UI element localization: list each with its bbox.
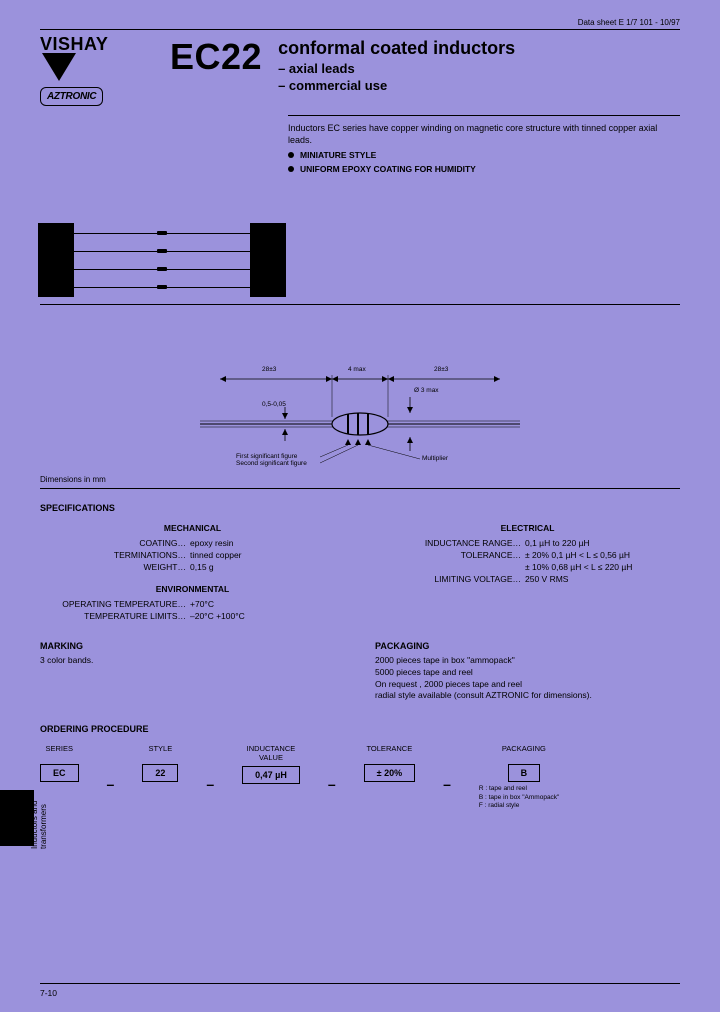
order-series: SERIES EC <box>40 744 79 782</box>
note2: Second significant figure <box>236 460 307 467</box>
title-column: EC22 conformal coated inductors – axial … <box>170 34 680 174</box>
spec-right-col: ELECTRICAL INDUCTANCE RANGE…0,1 µH to 22… <box>375 523 680 622</box>
environmental-heading: ENVIRONMENTAL <box>40 584 345 594</box>
tape-left-block <box>38 223 74 297</box>
side-tab-marker <box>0 790 34 846</box>
packaging-col: PACKAGING 2000 pieces tape in box "ammop… <box>375 641 680 703</box>
aztronic-badge: AZTRONIC <box>40 87 103 106</box>
feature-row: MINIATURE STYLE <box>288 150 680 160</box>
side-tab-label: Inductors and transformers <box>30 801 48 849</box>
specifications-grid: MECHANICAL COATING…epoxy resin TERMINATI… <box>40 523 680 622</box>
rule <box>40 488 680 489</box>
order-inductance: INDUCTANCE VALUE 0,47 µH <box>242 744 300 784</box>
spec-row: COATING…epoxy resin <box>40 538 345 550</box>
pkg-line: On request , 2000 pieces tape and reel <box>375 679 680 691</box>
bullet-icon <box>288 152 294 158</box>
spec-row: OPERATING TEMPERATURE…+70°C <box>40 599 345 611</box>
dim-left: 28±3 <box>262 366 276 373</box>
dash-icon: – <box>107 776 115 792</box>
main-title: conformal coated inductors <box>278 38 680 59</box>
spec-row: TEMPERATURE LIMITS…–20°C +100°C <box>40 611 345 623</box>
part-number: EC22 <box>170 36 262 78</box>
dim-dia: Ø 3 max <box>414 387 439 394</box>
feature-2: UNIFORM EPOXY COATING FOR HUMIDITY <box>300 164 476 174</box>
doc-ref-text: Data sheet E 1/7 101 - 10/97 <box>578 18 680 27</box>
note3: Multiplier <box>422 455 448 462</box>
footer: 7-10 <box>40 983 680 998</box>
dash-icon: – <box>206 776 214 792</box>
inductor-body-icon <box>157 249 167 253</box>
spec-left-col: MECHANICAL COATING…epoxy resin TERMINATI… <box>40 523 345 622</box>
subtitle-2: – commercial use <box>278 78 680 93</box>
tape-illustration <box>38 223 286 298</box>
dash-icon: – <box>328 776 336 792</box>
ordering-row: SERIES EC – STYLE 22 – INDUCTANCE VALUE … <box>40 744 680 810</box>
desc-top-rule <box>288 115 680 116</box>
feature-1: MINIATURE STYLE <box>300 150 376 160</box>
order-tolerance: TOLERANCE ± 20% <box>364 744 415 782</box>
technical-drawing: 28±3 4 max 28±3 Ø 3 max 0,5-0,05 First s… <box>190 359 530 469</box>
pkg-line: radial style available (consult AZTRONIC… <box>375 690 680 702</box>
mid-rule <box>40 304 680 305</box>
spec-row: LIMITING VOLTAGE…250 V RMS <box>375 574 680 586</box>
spec-row: TERMINATIONS…tinned copper <box>40 550 345 562</box>
spec-row: WEIGHT…0,15 g <box>40 562 345 574</box>
note1: First significant figure <box>236 453 297 460</box>
footer-rule <box>40 983 680 984</box>
order-packaging: PACKAGING B R : tape and reel B : tape i… <box>479 744 569 810</box>
specifications-heading: SPECIFICATIONS <box>40 503 680 513</box>
packaging-body: 2000 pieces tape in box "ammopack" 5000 … <box>375 655 680 703</box>
pkg-line: 2000 pieces tape in box "ammopack" <box>375 655 680 667</box>
vishay-logo-text: VISHAY <box>40 34 170 55</box>
feature-row: UNIFORM EPOXY COATING FOR HUMIDITY <box>288 164 680 174</box>
marking-col: MARKING 3 color bands. <box>40 641 345 703</box>
subtitle-1: – axial leads <box>278 61 680 76</box>
top-rule <box>40 29 680 30</box>
pkg-line: 5000 pieces tape and reel <box>375 667 680 679</box>
dim-mid: 4 max <box>348 366 366 373</box>
dim-lead: 0,5-0,05 <box>262 401 286 408</box>
ordering-heading: ORDERING PROCEDURE <box>40 724 680 734</box>
dimensions-note: Dimensions in mm <box>40 475 680 484</box>
bullet-icon <box>288 166 294 172</box>
electrical-heading: ELECTRICAL <box>375 523 680 533</box>
spec-row: ± 10% 0,68 µH < L ≤ 220 µH <box>375 562 680 574</box>
description-text: Inductors EC series have copper winding … <box>288 122 680 146</box>
order-style: STYLE 22 <box>142 744 178 782</box>
page-number: 7-10 <box>40 988 680 998</box>
tape-right-block <box>250 223 286 297</box>
marking-body: 3 color bands. <box>40 655 345 667</box>
marking-heading: MARKING <box>40 641 345 651</box>
inductor-body-icon <box>157 267 167 271</box>
title-block: conformal coated inductors – axial leads… <box>278 38 680 93</box>
doc-reference: Data sheet E 1/7 101 - 10/97 <box>40 18 680 27</box>
marking-packaging-row: MARKING 3 color bands. PACKAGING 2000 pi… <box>40 641 680 703</box>
datasheet-page: Data sheet E 1/7 101 - 10/97 VISHAY AZTR… <box>0 0 720 1012</box>
packaging-legend: R : tape and reel B : tape in box "Ammop… <box>479 785 569 810</box>
inductor-body-icon <box>157 285 167 289</box>
inductor-body-icon <box>157 231 167 235</box>
dim-right: 28±3 <box>434 366 448 373</box>
packaging-heading: PACKAGING <box>375 641 680 651</box>
description-block: Inductors EC series have copper winding … <box>288 115 680 174</box>
vishay-triangle-icon <box>42 53 76 81</box>
logo-column: VISHAY AZTRONIC <box>40 34 170 174</box>
spec-row: TOLERANCE…± 20% 0,1 µH < L ≤ 0,56 µH <box>375 550 680 562</box>
dash-icon: – <box>443 776 451 792</box>
spec-row: INDUCTANCE RANGE…0,1 µH to 220 µH <box>375 538 680 550</box>
header: VISHAY AZTRONIC EC22 conformal coated in… <box>40 34 680 174</box>
mechanical-heading: MECHANICAL <box>40 523 345 533</box>
title-row: EC22 conformal coated inductors – axial … <box>170 34 680 93</box>
